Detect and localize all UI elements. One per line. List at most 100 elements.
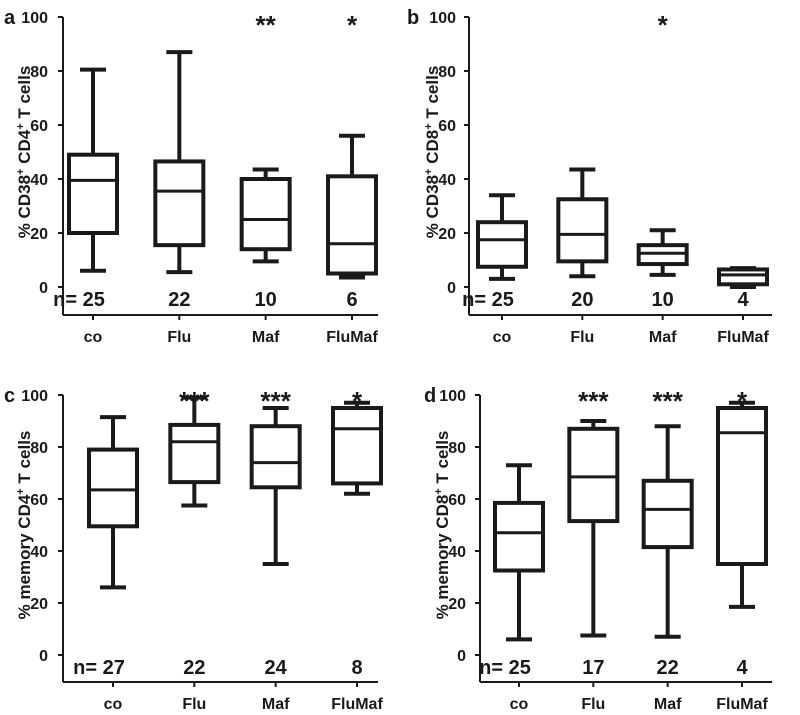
panel-a: a % CD38+ CD4+ T cells 0 20 40 60 80 100 co n= 25… [4, 7, 378, 346]
significance-marker: * [737, 386, 748, 416]
y-tick-label: 60 [438, 118, 456, 135]
box-co [493, 463, 545, 642]
y-tick-label: 40 [30, 544, 48, 561]
iqr-box [476, 220, 528, 269]
y-tick-label: 80 [438, 64, 456, 81]
iqr-box [556, 197, 609, 264]
y-tick-label: 0 [39, 648, 48, 665]
y-axis-title: % memory CD8+ T cells [433, 431, 452, 620]
sample-size-label: 24 [265, 657, 288, 679]
sample-size-label: n= 25 [479, 657, 531, 679]
panel-label-a: a [4, 7, 16, 29]
box-co [87, 415, 139, 590]
box-Flu [567, 419, 620, 638]
iqr-box [239, 177, 292, 252]
iqr-box [331, 406, 383, 486]
panel-d: d % memory CD8+ T cells 0 20 40 60 80 100 co n= 2… [424, 385, 772, 713]
iqr-box [717, 267, 769, 287]
y-tick-label: 60 [448, 492, 466, 509]
x-tick-label: FluMaf [717, 329, 769, 346]
sample-size-label: 22 [183, 657, 205, 679]
x-tick-label: FluMaf [331, 696, 383, 713]
box-FluMaf [716, 400, 768, 609]
x-tick-label: Maf [252, 329, 280, 346]
y-tick-label: 20 [30, 596, 48, 613]
sample-size-label: 10 [652, 289, 674, 311]
iqr-box [249, 424, 302, 490]
panel-label-b: b [407, 7, 419, 29]
sample-size-label: 6 [346, 289, 357, 311]
box-co [67, 67, 119, 273]
box-Maf [636, 228, 689, 277]
significance-marker: * [352, 386, 363, 416]
iqr-box [326, 174, 378, 276]
iqr-box [493, 500, 545, 573]
sample-size-label: 22 [657, 657, 679, 679]
sample-size-label: 8 [351, 657, 362, 679]
y-tick-label: 0 [39, 280, 48, 297]
significance-marker: * [658, 10, 669, 40]
x-tick-label: Flu [570, 329, 594, 346]
y-tick-label: 0 [457, 648, 466, 665]
y-tick-label: 20 [30, 226, 48, 243]
panel-b: b % CD38+ CD8+ T cells 0 20 40 60 80 100 co n= 25… [407, 7, 772, 346]
iqr-box [153, 159, 206, 248]
box-FluMaf [326, 133, 378, 280]
y-tick-label: 20 [448, 596, 466, 613]
y-tick-label: 80 [30, 64, 48, 81]
y-tick-label: 60 [30, 118, 48, 135]
box-co [476, 193, 528, 281]
x-tick-label: co [493, 329, 512, 346]
x-tick-label: FluMaf [716, 696, 768, 713]
x-tick-label: co [84, 329, 103, 346]
panel-label-d: d [424, 385, 436, 407]
box-FluMaf [717, 266, 769, 289]
sample-size-label: n= 25 [53, 289, 105, 311]
box-Flu [556, 167, 609, 279]
significance-marker: *** [260, 386, 291, 416]
sample-size-label: n= 25 [462, 289, 514, 311]
iqr-box [567, 426, 620, 524]
sample-size-label: n= 27 [73, 657, 125, 679]
iqr-box [641, 478, 694, 550]
box-Flu [153, 50, 206, 275]
iqr-box [168, 422, 221, 485]
sample-size-label: 10 [255, 289, 277, 311]
significance-marker: *** [652, 386, 683, 416]
y-tick-label: 60 [30, 492, 48, 509]
y-axis-title: % memory CD4+ T cells [15, 431, 34, 620]
significance-marker: * [347, 10, 358, 40]
sample-size-label: 4 [736, 657, 748, 679]
x-tick-label: Maf [649, 329, 677, 346]
x-tick-label: Maf [262, 696, 290, 713]
box-Flu [168, 395, 221, 508]
box-FluMaf [331, 400, 383, 496]
panel-c: c % memory CD4+ T cells 0 20 40 60 80 100 co n= 2… [4, 385, 383, 713]
x-tick-label: co [104, 696, 123, 713]
y-tick-label: 80 [448, 440, 466, 457]
x-tick-label: FluMaf [326, 329, 378, 346]
x-tick-label: Maf [654, 696, 682, 713]
sample-size-label: 4 [737, 289, 749, 311]
sample-size-label: 22 [168, 289, 190, 311]
y-tick-label: 40 [30, 172, 48, 189]
sample-size-label: 17 [582, 657, 604, 679]
y-axis-title: % CD38+ CD8+ T cells [423, 66, 442, 239]
sample-size-label: 20 [571, 289, 593, 311]
y-tick-label: 100 [21, 10, 48, 27]
iqr-box [87, 447, 139, 529]
iqr-box [67, 152, 119, 235]
y-tick-label: 100 [439, 388, 466, 405]
y-axis-title: % CD38+ CD4+ T cells [15, 66, 34, 239]
panel-label-c: c [4, 385, 15, 407]
box-Maf [249, 406, 302, 566]
x-tick-label: Flu [581, 696, 605, 713]
x-tick-label: Flu [182, 696, 206, 713]
box-Maf [239, 167, 292, 264]
significance-marker: *** [578, 386, 609, 416]
significance-marker: ** [256, 10, 277, 40]
x-tick-label: Flu [167, 329, 191, 346]
x-tick-label: co [510, 696, 529, 713]
y-tick-label: 20 [438, 226, 456, 243]
